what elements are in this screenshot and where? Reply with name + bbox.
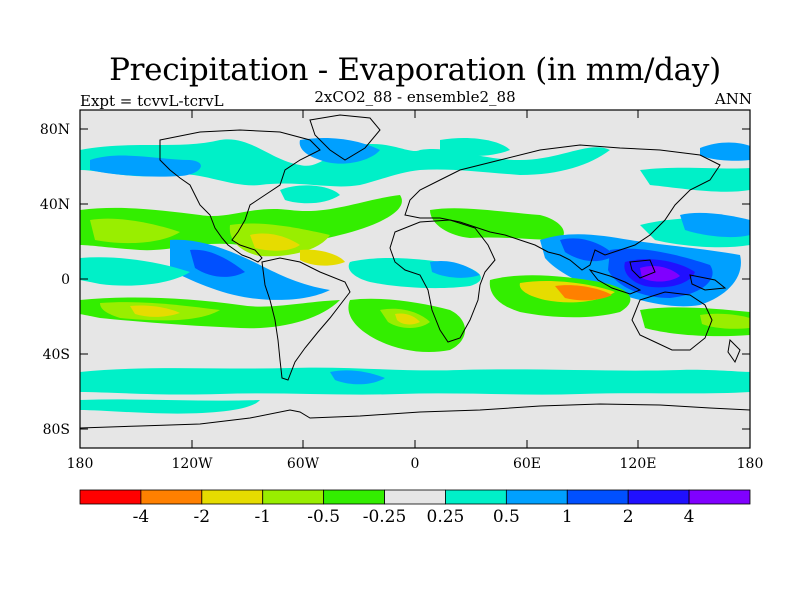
contour-band bbox=[80, 257, 190, 286]
coastline-eurasia bbox=[404, 144, 721, 271]
contour-band bbox=[430, 260, 480, 278]
contour-band bbox=[300, 249, 345, 266]
x-tick-label: 120W bbox=[171, 456, 213, 472]
comparison-label: 2xCO2_88 - ensemble2_88 bbox=[314, 88, 516, 106]
contour-band bbox=[250, 233, 300, 251]
contour-band bbox=[560, 238, 615, 262]
contour-band bbox=[430, 208, 564, 240]
colorbar-swatch bbox=[384, 489, 446, 505]
y-tick-label: 40S bbox=[42, 347, 70, 363]
coastline-borneo bbox=[629, 259, 656, 279]
contour-band bbox=[330, 370, 385, 385]
colorbar-swatch bbox=[627, 489, 690, 505]
contour-band bbox=[190, 249, 245, 277]
x-tick-label: 0 bbox=[410, 456, 420, 472]
colorbar-label: -0.25 bbox=[362, 507, 407, 527]
colorbar-swatch bbox=[505, 489, 568, 505]
y-tick-label: 80S bbox=[42, 422, 70, 438]
contour-band bbox=[700, 313, 750, 329]
chart-title: Precipitation - Evaporation (in mm/day) bbox=[109, 52, 721, 88]
coastline-australia bbox=[631, 291, 713, 351]
contour-band bbox=[700, 142, 750, 161]
colorbar-swatch bbox=[323, 489, 385, 505]
contour-band bbox=[90, 155, 201, 177]
contour-band bbox=[280, 185, 340, 204]
contour-band bbox=[395, 313, 420, 325]
contour-band bbox=[299, 138, 380, 164]
colorbar-label: -2 bbox=[193, 507, 211, 527]
x-tick-label: 60W bbox=[286, 456, 320, 472]
contour-band bbox=[680, 212, 750, 238]
contour-band bbox=[90, 218, 180, 244]
coastline-north-america bbox=[159, 129, 321, 263]
season-label: ANN bbox=[714, 90, 752, 108]
x-tick-label: 120E bbox=[619, 456, 657, 472]
colorbar-swatch bbox=[688, 489, 751, 505]
colorbar-label: -1 bbox=[254, 507, 271, 527]
coastline-greenland bbox=[309, 114, 381, 161]
contour-band bbox=[640, 167, 750, 192]
colorbar-swatch bbox=[445, 489, 507, 505]
axis-ticks bbox=[80, 110, 750, 448]
colorbar-label: 0.5 bbox=[492, 507, 520, 527]
colorbar-label: 0.25 bbox=[426, 507, 465, 527]
contour-band bbox=[80, 399, 260, 414]
contour-band bbox=[80, 367, 750, 395]
colorbar-label: -0.5 bbox=[307, 507, 341, 527]
coastline-antarctica bbox=[80, 403, 750, 429]
colorbar-label: 2 bbox=[622, 507, 634, 527]
y-tick-label: 0 bbox=[61, 272, 70, 288]
y-tick-label: 80N bbox=[39, 122, 70, 138]
colorbar bbox=[79, 489, 751, 505]
coastline-south-america bbox=[261, 257, 351, 381]
colorbar-swatch bbox=[201, 489, 264, 505]
coastlines bbox=[80, 114, 750, 429]
colorbar-label: -4 bbox=[132, 507, 150, 527]
contour-map bbox=[80, 110, 750, 448]
contour-band bbox=[130, 305, 180, 317]
experiment-label: Expt = tcvvL-tcrvL bbox=[80, 92, 224, 110]
coastline-new-zealand bbox=[727, 338, 741, 364]
contour-band bbox=[640, 265, 680, 282]
x-tick-label: 180 bbox=[736, 456, 764, 472]
colorbar-swatch bbox=[79, 489, 142, 505]
coastline-new-guinea bbox=[689, 274, 727, 291]
colorbar-swatch bbox=[262, 489, 325, 505]
colorbar-swatch bbox=[140, 489, 203, 505]
x-tick-label: 180 bbox=[66, 456, 94, 472]
coastline-sumatra-java bbox=[588, 269, 642, 295]
y-tick-label: 40N bbox=[39, 197, 70, 213]
colorbar-label: 4 bbox=[683, 507, 695, 527]
colorbar-swatch bbox=[566, 489, 629, 505]
colorbar-label: 1 bbox=[561, 507, 573, 527]
contour-band bbox=[440, 138, 510, 156]
x-tick-label: 60E bbox=[512, 456, 542, 472]
coastline-africa bbox=[389, 219, 496, 343]
contour-band bbox=[555, 285, 612, 301]
